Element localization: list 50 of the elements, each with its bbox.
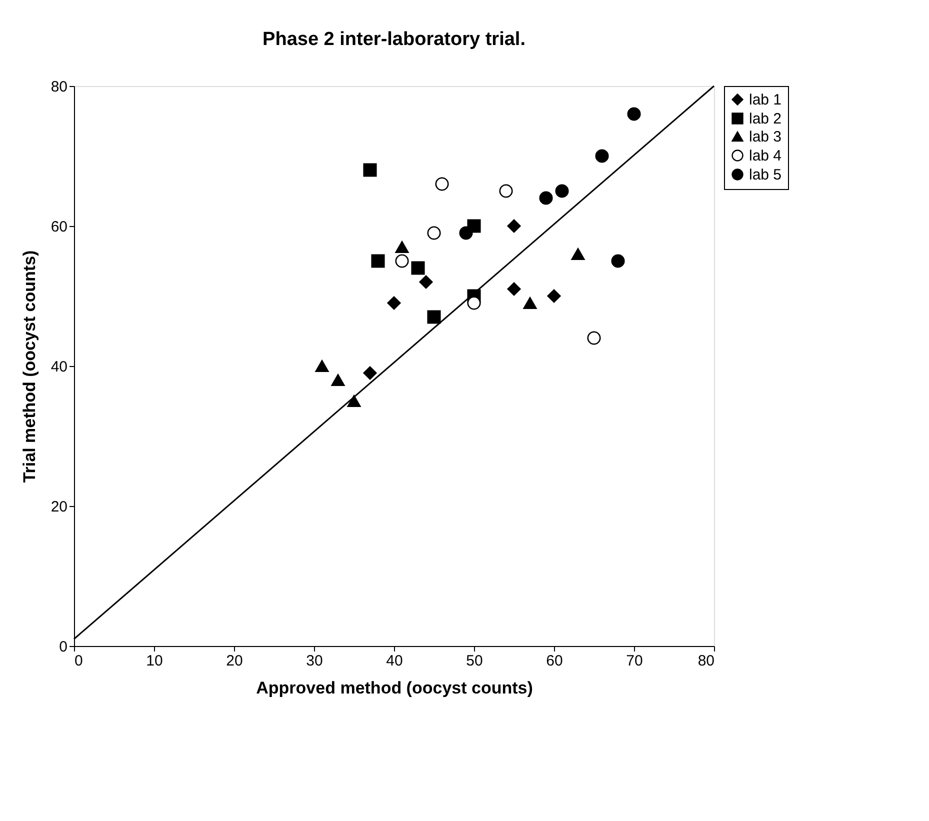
y-axis-title: Trial method (oocyst counts)	[20, 250, 39, 483]
legend-label: lab 3	[749, 128, 782, 146]
point	[315, 360, 329, 372]
point	[499, 184, 513, 198]
x-tick-label: 60	[546, 652, 563, 670]
point	[347, 395, 361, 407]
point	[627, 107, 641, 121]
point	[363, 163, 377, 177]
point	[595, 149, 609, 163]
x-tick-label: 80	[698, 652, 714, 670]
point	[435, 177, 449, 191]
point	[459, 226, 473, 240]
point	[331, 374, 345, 386]
y-tick-label: 0	[59, 638, 68, 656]
point	[387, 296, 401, 310]
legend-label: lab 1	[749, 92, 782, 108]
x-axis-title: Approved method (oocyst counts)	[256, 678, 533, 698]
point	[419, 275, 433, 289]
x-tick-label: 30	[306, 652, 323, 670]
x-tick-label: 20	[226, 652, 243, 670]
legend-label: lab 5	[749, 166, 782, 184]
point	[395, 241, 409, 253]
point	[427, 226, 441, 240]
point	[547, 289, 561, 303]
point	[507, 219, 521, 233]
point	[411, 261, 425, 275]
point	[571, 248, 585, 260]
chart-title: Phase 2 inter-laboratory trial.	[262, 29, 526, 50]
point	[467, 296, 481, 310]
point	[523, 297, 537, 309]
point	[555, 184, 569, 198]
y-tick-label: 20	[50, 498, 68, 516]
legend-label: lab 4	[749, 148, 782, 164]
point	[427, 310, 441, 324]
point	[507, 282, 521, 296]
point	[363, 366, 377, 380]
point	[395, 254, 409, 268]
x-tick-label: 50	[466, 652, 483, 670]
x-tick-label: 10	[146, 652, 163, 670]
legend-label: lab 2	[749, 110, 782, 128]
y-tick-label: 40	[50, 358, 68, 376]
point	[539, 191, 553, 205]
x-tick-label: 40	[386, 652, 403, 670]
x-tick-label: 70	[626, 652, 643, 670]
point	[611, 254, 625, 268]
y-tick-label: 60	[50, 218, 68, 236]
point	[587, 331, 601, 345]
point	[371, 254, 385, 268]
x-tick-label: 0	[74, 652, 83, 670]
y-tick-label: 80	[50, 78, 68, 96]
